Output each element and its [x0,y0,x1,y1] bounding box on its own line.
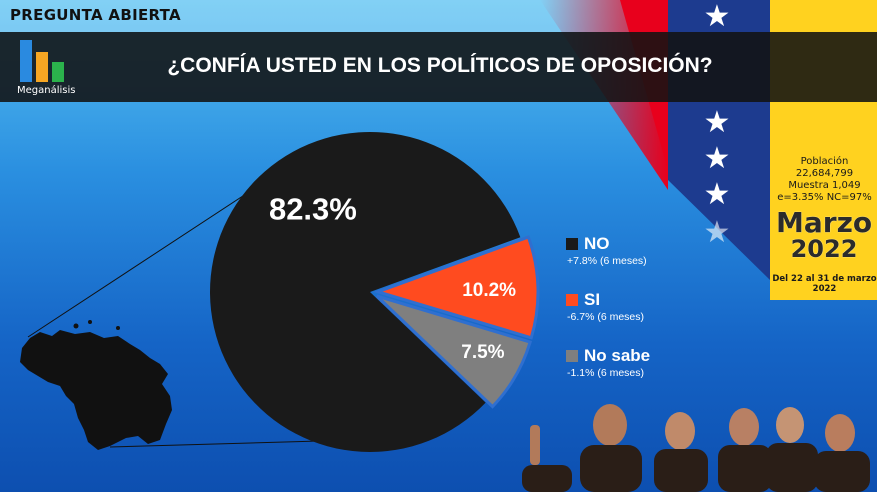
pie-value-label: 10.2% [462,280,516,301]
title-bar [0,32,877,102]
star-icon: ★ [703,0,731,33]
legend-swatch [566,350,578,362]
survey-period: Marzo 2022 [776,209,872,263]
zoom-line [27,187,256,338]
poblacion-label: Población [800,156,849,167]
pie-slice-no [210,131,521,452]
legend-swatch [566,238,578,250]
poblacion-value: 22,684,799 [795,168,854,179]
legend-change: -6.7% (6 meses) [567,311,645,323]
pie-slice-si [373,235,540,340]
period-month: Marzo [776,206,873,239]
legend-item-nosabe: No sabe -1.1% (6 meses) [566,346,650,379]
period-year: 2022 [790,235,858,263]
chart-title: ¿CONFÍA USTED EN LOS POLÍTICOS DE OPOSIC… [167,54,713,77]
legend-change: -1.1% (6 meses) [567,367,645,379]
legend-change: +7.8% (6 meses) [567,255,647,267]
survey-info: Población 22,684,799 Muestra 1,049 e=3.3… [772,156,877,204]
star-icon: ★ [703,178,731,211]
legend-label: No sabe [584,346,651,365]
star-icon: ★ [703,216,731,249]
pie-slice-no-sabe [375,294,533,409]
star-icon: ★ [703,142,731,175]
legend-item-no: NO +7.8% (6 meses) [566,234,647,267]
legend-swatch [566,294,578,306]
legend-label: NO [584,234,610,253]
survey-dates: Del 22 al 31 de marzo 2022 [772,274,877,294]
pie-value-label: 82.3% [269,192,357,227]
legend-label: SI [584,290,601,309]
chart-legend: SI -6.7% (6 meses) [566,290,644,323]
logo-text: Meganálisis [17,85,76,96]
error-text: e=3.35% NC=97% [777,192,872,203]
legend-item-si: SI -6.7% (6 meses) [566,290,644,323]
star-icon: ★ [703,106,731,139]
venezuela-map-icon [20,330,172,450]
chart-legend: NO +7.8% (6 meses) [566,234,647,267]
chart-legend: No sabe -1.1% (6 meses) [566,346,650,379]
question-type-tag: PREGUNTA ABIERTA [10,6,181,24]
politicians-photo [522,404,870,492]
muestra-text: Muestra 1,049 [788,180,861,191]
meganalisis-logo-icon [20,40,64,82]
pie-value-label: 7.5% [461,342,504,363]
